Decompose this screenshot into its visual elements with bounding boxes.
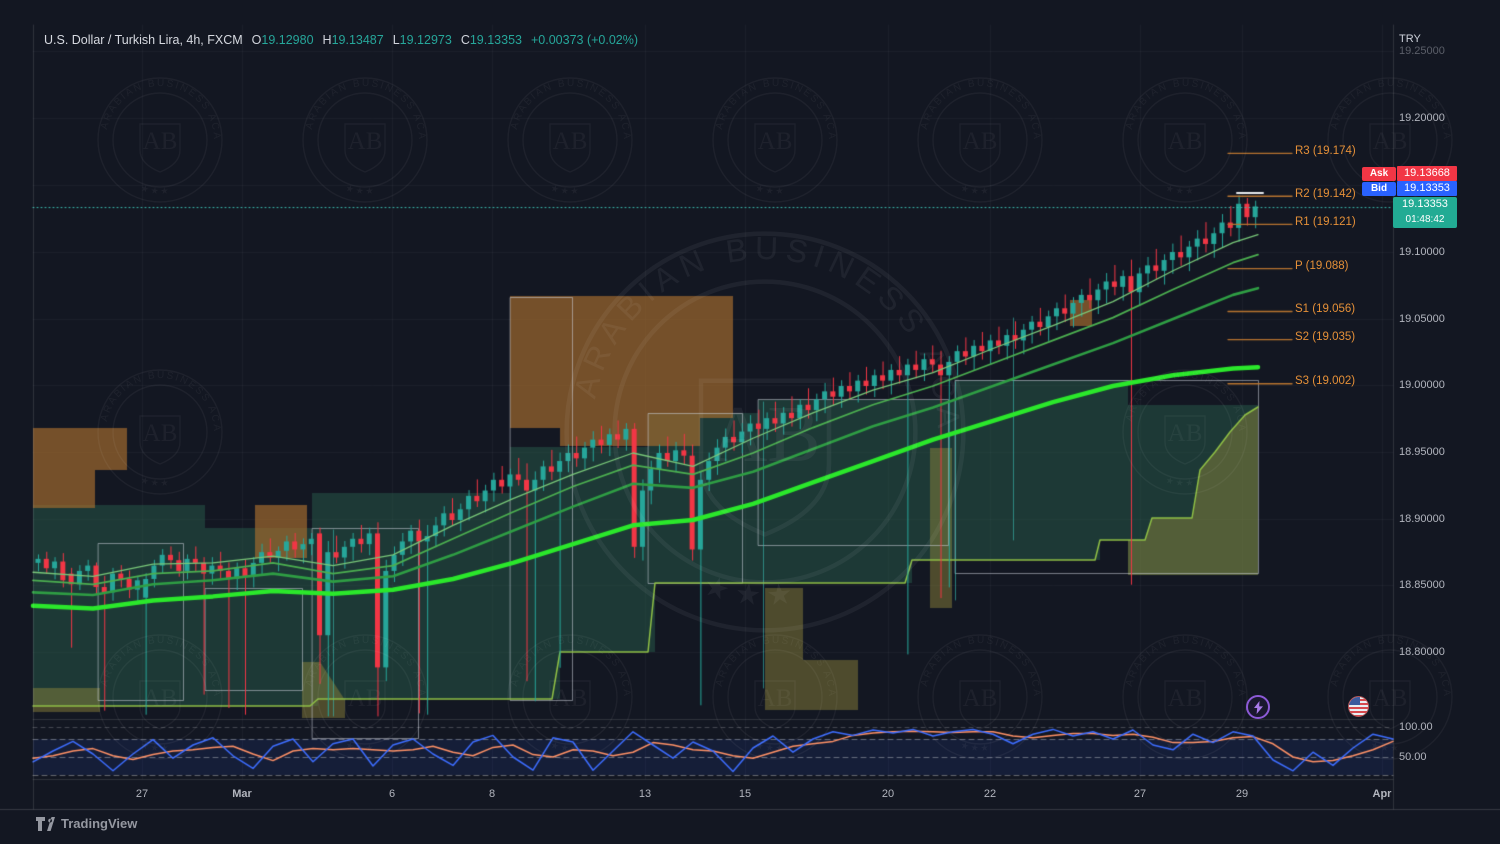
- time-tick: 29: [1235, 788, 1249, 800]
- last-price-value: 19.13353: [1402, 198, 1448, 210]
- pivot-label: R1 (19.121): [1295, 215, 1356, 228]
- price-tick: 18.80000: [1399, 646, 1445, 658]
- pivot-label: R3 (19.174): [1295, 144, 1356, 157]
- high-label: H: [322, 33, 332, 47]
- bar-countdown: 01:48:42: [1405, 214, 1445, 225]
- time-tick: 27: [1133, 788, 1147, 800]
- pivot-label: S1 (19.056): [1295, 302, 1356, 315]
- price-tick: 19.05000: [1399, 313, 1445, 325]
- open-value: 19.12980: [261, 33, 314, 47]
- time-tick: 15: [738, 788, 752, 800]
- close-value: 19.13353: [469, 33, 522, 47]
- lightning-icon: [1253, 700, 1263, 714]
- low-value: 19.12973: [399, 33, 452, 47]
- pivot-label: R2 (19.142): [1295, 187, 1356, 200]
- pivot-label: S2 (19.035): [1295, 331, 1356, 344]
- tradingview-icon: [36, 816, 55, 831]
- close-label: C: [460, 33, 470, 47]
- tradingview-label: TradingView: [61, 816, 138, 831]
- lightning-button[interactable]: [1246, 695, 1270, 719]
- price-tick: 19.20000: [1399, 112, 1445, 124]
- chart-legend: U.S. Dollar / Turkish Lira, 4h, FXCM O19.…: [44, 33, 638, 47]
- high-value: 19.13487: [331, 33, 384, 47]
- ask-price-label[interactable]: 19.13668: [1397, 166, 1457, 181]
- economic-event-flag-icon[interactable]: [1348, 696, 1369, 717]
- time-tick: Mar: [232, 788, 252, 800]
- time-tick: 27: [135, 788, 149, 800]
- currency-label[interactable]: TRY: [1399, 33, 1421, 45]
- low-label: L: [392, 33, 400, 47]
- price-tick: 19.25000: [1399, 45, 1445, 57]
- tradingview-logo[interactable]: TradingView: [36, 816, 137, 831]
- bid-tag[interactable]: Bid: [1362, 182, 1396, 196]
- time-tick: 22: [983, 788, 997, 800]
- time-tick: 20: [881, 788, 895, 800]
- ask-tag[interactable]: Ask: [1362, 167, 1396, 181]
- price-tick: 18.95000: [1399, 446, 1445, 458]
- symbol-title[interactable]: U.S. Dollar / Turkish Lira, 4h, FXCM: [44, 33, 243, 47]
- price-tick: 18.85000: [1399, 579, 1445, 591]
- price-tick: 19.10000: [1399, 246, 1445, 258]
- time-tick: 8: [488, 788, 496, 800]
- flag-canton: [1349, 697, 1360, 705]
- open-label: O: [251, 33, 262, 47]
- price-tick: 18.90000: [1399, 513, 1445, 525]
- bid-price-label[interactable]: 19.13353: [1397, 181, 1457, 196]
- pivot-label: P (19.088): [1295, 260, 1349, 273]
- pivot-label: S3 (19.002): [1295, 375, 1356, 388]
- change-value: +0.00373 (+0.02%): [530, 33, 639, 47]
- time-tick: 13: [638, 788, 652, 800]
- price-tick: 19.00000: [1399, 379, 1445, 391]
- time-tick: 6: [388, 788, 396, 800]
- oscillator-tick: 100.00: [1399, 721, 1433, 733]
- oscillator-tick: 50.00: [1399, 751, 1427, 763]
- time-tick: Apr: [1372, 788, 1392, 800]
- last-price-countdown-label[interactable]: 19.13353 01:48:42: [1393, 197, 1457, 228]
